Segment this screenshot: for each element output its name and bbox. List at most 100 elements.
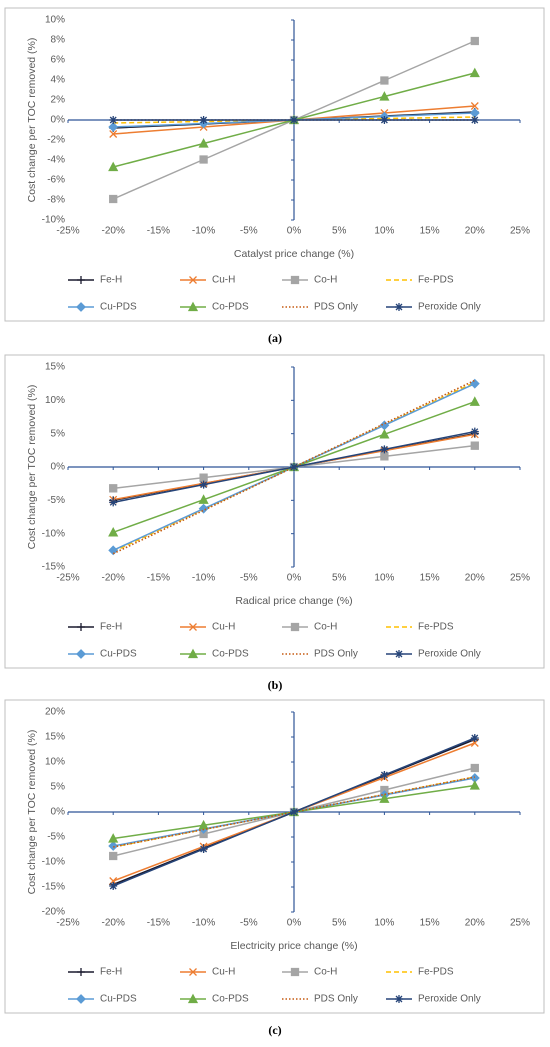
y-tick-label: 5% xyxy=(51,782,66,793)
data-point xyxy=(379,793,390,803)
data-point xyxy=(199,116,208,124)
legend-label: PDS Only xyxy=(314,649,358,660)
data-point xyxy=(108,841,119,851)
x-tick-label: -15% xyxy=(147,226,170,237)
legend-label: Co-H xyxy=(314,622,337,633)
data-point xyxy=(109,851,118,861)
y-tick-label: -5% xyxy=(47,495,65,506)
x-tick-label: 25% xyxy=(510,226,530,237)
legend-marker xyxy=(76,302,86,312)
legend-marker xyxy=(76,649,86,659)
x-tick-label: -5% xyxy=(240,573,258,584)
legend-label: Co-PDS xyxy=(212,994,249,1005)
data-point xyxy=(109,484,118,493)
x-tick-label: 25% xyxy=(510,918,530,929)
panel-frame xyxy=(4,699,545,1014)
legend-label: Fe-H xyxy=(100,622,122,633)
y-tick-label: 10% xyxy=(45,757,65,768)
y-tick-label: -4% xyxy=(47,155,65,166)
legend-label: Cu-H xyxy=(212,622,235,633)
legend-marker xyxy=(189,276,197,284)
x-tick-label: -10% xyxy=(192,918,215,929)
legend-label: Cu-PDS xyxy=(100,994,137,1005)
y-tick-label: 10% xyxy=(45,15,65,26)
y-tick-label: 15% xyxy=(45,732,65,743)
x-tick-label: -5% xyxy=(240,226,258,237)
x-tick-label: -20% xyxy=(102,918,125,929)
legend-marker xyxy=(187,993,199,1004)
y-tick-label: -15% xyxy=(42,562,65,573)
x-tick-label: 20% xyxy=(465,226,485,237)
x-tick-label: 5% xyxy=(332,573,347,584)
data-point xyxy=(469,67,480,78)
data-point xyxy=(199,155,208,164)
x-tick-label: 5% xyxy=(332,226,347,237)
legend-marker xyxy=(189,623,197,631)
legend-marker xyxy=(77,276,85,284)
y-axis-label: Cost change per TOC removed (%) xyxy=(26,730,38,895)
legend-label: PDS Only xyxy=(314,302,358,313)
legend-marker xyxy=(290,622,300,632)
data-point xyxy=(470,734,479,742)
data-point xyxy=(470,441,479,450)
data-point xyxy=(108,161,119,172)
x-tick-label: -25% xyxy=(56,226,79,237)
legend-label: Co-H xyxy=(314,967,337,978)
legend-label: Peroxide Only xyxy=(418,994,481,1005)
x-tick-label: 10% xyxy=(374,918,394,929)
x-tick-label: -25% xyxy=(56,918,79,929)
data-point xyxy=(198,138,209,148)
legend-label: Cu-H xyxy=(212,967,235,978)
y-tick-label: 6% xyxy=(51,55,66,66)
y-tick-label: 4% xyxy=(51,75,66,86)
legend-label: Cu-PDS xyxy=(100,649,137,660)
panel-frame xyxy=(4,7,545,322)
legend-marker xyxy=(189,968,197,976)
y-tick-label: 5% xyxy=(51,428,66,439)
x-tick-label: 0% xyxy=(287,226,302,237)
legend-label: Fe-H xyxy=(100,275,122,286)
data-point xyxy=(380,452,389,461)
legend-marker xyxy=(187,301,199,312)
legend-label: Co-PDS xyxy=(212,649,249,660)
data-point xyxy=(470,36,479,46)
legend-label: PDS Only xyxy=(314,994,358,1005)
legend-marker xyxy=(77,623,85,631)
data-point xyxy=(108,833,119,843)
data-point xyxy=(290,463,298,471)
legend-label: Fe-PDS xyxy=(418,275,454,286)
data-point xyxy=(290,808,298,816)
data-point xyxy=(109,882,118,890)
y-tick-label: 0% xyxy=(51,462,66,473)
data-point xyxy=(379,91,390,101)
data-point xyxy=(199,480,208,489)
x-tick-label: -10% xyxy=(192,573,215,584)
x-tick-label: -15% xyxy=(147,918,170,929)
y-tick-label: 10% xyxy=(45,395,65,406)
x-tick-label: 15% xyxy=(420,918,440,929)
data-point xyxy=(380,76,389,85)
panel-label: (b) xyxy=(268,678,283,692)
data-point xyxy=(108,122,119,132)
data-point xyxy=(108,526,119,537)
data-point xyxy=(290,116,298,124)
y-tick-label: -10% xyxy=(42,857,65,868)
y-tick-label: -20% xyxy=(42,907,65,918)
y-tick-label: 2% xyxy=(51,95,66,106)
data-point xyxy=(469,396,480,406)
data-point xyxy=(199,473,208,482)
series-line xyxy=(112,381,476,553)
y-axis-label: Cost change per TOC removed (%) xyxy=(26,385,38,550)
x-tick-label: 15% xyxy=(420,226,440,237)
x-tick-label: 5% xyxy=(332,918,347,929)
x-tick-label: 10% xyxy=(374,573,394,584)
y-tick-label: 0% xyxy=(51,807,66,818)
data-point xyxy=(380,445,389,454)
y-tick-label: -8% xyxy=(47,195,65,206)
y-tick-label: -2% xyxy=(47,135,65,146)
data-point xyxy=(379,428,390,439)
data-point xyxy=(380,785,389,795)
x-tick-label: -10% xyxy=(192,226,215,237)
legend-marker xyxy=(77,968,85,976)
y-tick-label: -15% xyxy=(42,882,65,893)
